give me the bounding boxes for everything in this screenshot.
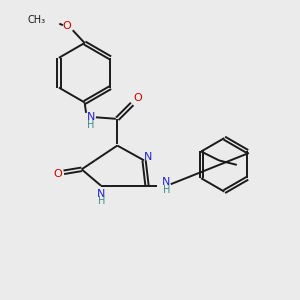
- Text: N: N: [162, 177, 170, 187]
- Text: O: O: [134, 93, 142, 103]
- Text: H: H: [163, 185, 170, 195]
- Text: O: O: [53, 169, 62, 179]
- Text: H: H: [98, 196, 105, 206]
- Text: O: O: [62, 21, 71, 31]
- Text: H: H: [88, 120, 95, 130]
- Text: N: N: [144, 152, 153, 162]
- Text: CH₃: CH₃: [28, 15, 46, 25]
- Text: N: N: [98, 189, 106, 199]
- Text: N: N: [87, 112, 95, 122]
